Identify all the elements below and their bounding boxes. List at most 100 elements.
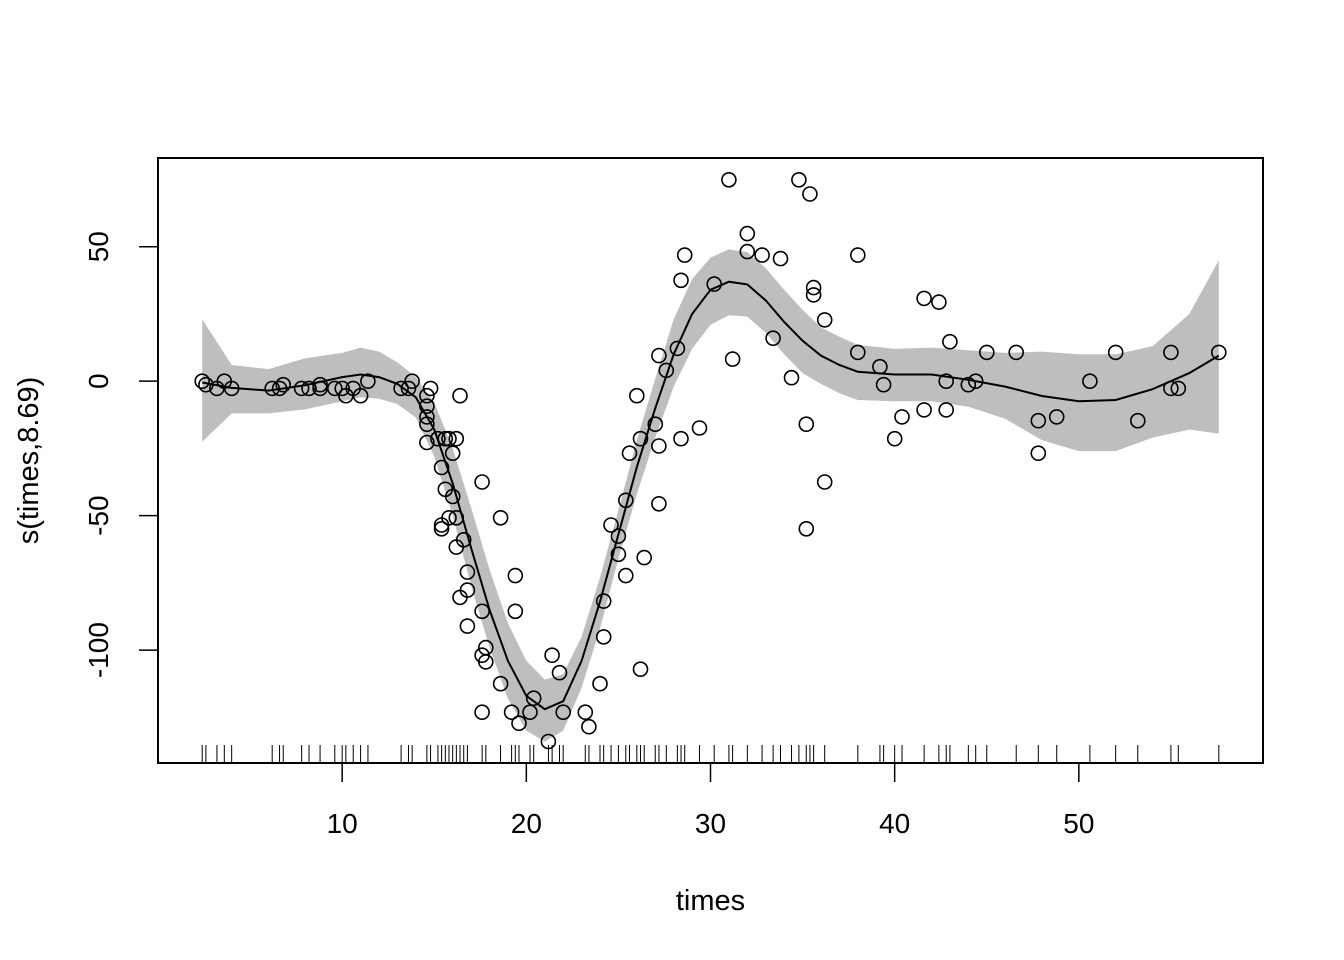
data-point <box>507 567 524 584</box>
data-point <box>301 380 317 397</box>
data-point <box>872 358 888 375</box>
data-point <box>275 376 292 393</box>
data-point <box>754 247 770 263</box>
data-point <box>326 380 343 397</box>
plot-frame <box>157 157 1264 764</box>
data-point <box>492 509 509 526</box>
data-point <box>492 675 509 692</box>
data-point <box>628 387 645 404</box>
data-point <box>610 546 627 563</box>
data-point <box>474 474 490 490</box>
x-axis: 10 20 30 40 50 <box>327 762 1094 839</box>
data-point <box>1130 412 1146 429</box>
data-point <box>334 380 351 397</box>
confidence-band-layer <box>202 249 1219 742</box>
data-point <box>419 409 435 425</box>
data-point <box>894 409 910 425</box>
y-axis-title: s(times,8.69) <box>13 377 45 545</box>
data-point <box>849 247 866 263</box>
data-point <box>636 549 653 566</box>
y-axis: -100 -50 0 50 <box>83 231 159 678</box>
data-point <box>1048 409 1065 425</box>
data-point <box>264 380 281 397</box>
data-point <box>651 347 667 364</box>
data-point <box>673 272 689 289</box>
data-point <box>772 250 789 267</box>
data-point <box>886 430 903 447</box>
data-point <box>1163 344 1179 361</box>
data-point <box>610 528 627 544</box>
data-point <box>916 402 932 418</box>
data-point <box>816 474 833 490</box>
data-point <box>1030 445 1047 462</box>
data-point <box>448 430 465 447</box>
data-point <box>1211 344 1227 361</box>
data-point <box>507 603 524 620</box>
data-point <box>1170 380 1187 397</box>
data-point <box>555 704 572 721</box>
rug-layer <box>201 745 1220 763</box>
data-point <box>595 593 612 609</box>
data-point <box>271 380 288 397</box>
x-tick-label: 30 <box>695 808 726 839</box>
data-point <box>967 373 984 390</box>
data-point <box>706 276 723 292</box>
data-point <box>942 333 958 350</box>
data-point <box>474 603 490 620</box>
data-point <box>452 387 468 404</box>
data-point <box>444 488 461 505</box>
data-point <box>293 380 310 397</box>
data-point <box>1030 412 1047 429</box>
data-point <box>444 445 461 462</box>
data-point <box>603 517 619 533</box>
fit-line-layer <box>202 280 1220 711</box>
data-point <box>503 704 520 721</box>
data-point <box>198 376 214 393</box>
data-point <box>433 520 450 537</box>
data-point <box>511 715 527 732</box>
data-point <box>448 509 465 526</box>
x-tick-label: 40 <box>879 808 910 839</box>
data-point <box>577 704 594 721</box>
data-point <box>849 344 866 361</box>
data-point <box>617 492 634 509</box>
data-point <box>477 654 494 670</box>
confidence-band <box>202 249 1219 742</box>
data-point <box>433 459 450 476</box>
data-point <box>647 416 664 433</box>
y-tick-label: 0 <box>83 373 114 389</box>
data-point <box>798 416 815 433</box>
data-point <box>658 362 675 379</box>
data-point <box>875 376 892 393</box>
data-point <box>459 582 476 598</box>
x-tick-label: 10 <box>327 808 358 839</box>
data-points-layer <box>194 172 1227 750</box>
data-point <box>617 567 634 584</box>
data-point <box>419 387 435 404</box>
data-point <box>1163 380 1179 397</box>
data-point <box>765 330 781 347</box>
data-point <box>960 376 977 393</box>
data-point <box>223 380 240 397</box>
data-point <box>419 416 435 433</box>
data-point <box>805 287 822 303</box>
data-point <box>540 733 557 750</box>
data-point <box>441 509 457 526</box>
data-point <box>352 387 369 404</box>
data-point <box>798 520 815 537</box>
data-point <box>393 380 409 397</box>
data-point <box>400 380 417 397</box>
data-point <box>691 420 708 436</box>
data-point <box>441 430 457 447</box>
data-point <box>651 495 667 512</box>
data-point <box>931 294 947 310</box>
x-tick-label: 20 <box>511 808 542 839</box>
data-point <box>419 398 435 415</box>
data-point <box>592 675 608 692</box>
data-point <box>455 531 472 548</box>
data-point <box>194 373 210 390</box>
data-point <box>525 690 542 707</box>
y-tick-label: -100 <box>83 622 114 678</box>
data-point <box>459 564 476 580</box>
fit-line <box>202 280 1220 711</box>
